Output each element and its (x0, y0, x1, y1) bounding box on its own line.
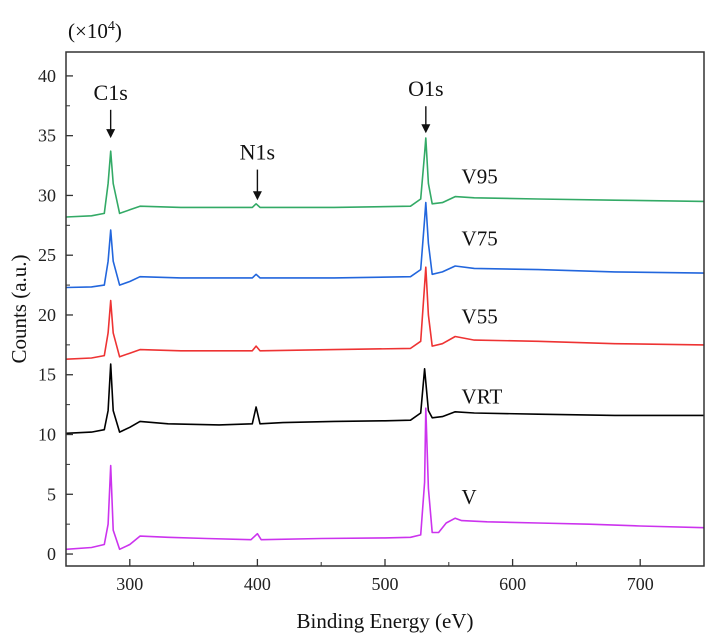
y-tick-label: 20 (38, 305, 56, 325)
annotation-layer: C1s N1s O1s (94, 76, 444, 201)
peak-label-o1s: O1s (408, 76, 443, 101)
x-tick-label: 400 (244, 574, 271, 594)
peak-label-n1s: N1s (240, 140, 275, 165)
series-label-v: V (462, 485, 477, 509)
peak-arrow-head (106, 129, 116, 139)
x-tick-label: 500 (372, 574, 399, 594)
series-line-vrt (65, 363, 704, 435)
y-tick-label: 40 (38, 66, 56, 86)
x-tick-label: 700 (627, 574, 654, 594)
x-axis-title: Binding Energy (eV) (297, 609, 474, 633)
y-tick-label: 5 (47, 484, 56, 504)
series-line-v55 (65, 266, 705, 360)
plot-frame (65, 51, 705, 567)
y-tick-label: 15 (38, 365, 56, 385)
series-label-v75: V75 (462, 227, 498, 251)
series-label-v95: V95 (462, 164, 498, 188)
x-tick-label: 300 (116, 574, 143, 594)
series-line-v (65, 407, 705, 551)
y-axis: 0 5 10 15 20 25 30 35 40 (38, 66, 73, 564)
x-tick-label: 600 (499, 574, 526, 594)
peak-label-c1s: C1s (94, 80, 128, 105)
peak-arrow-head (252, 191, 262, 201)
y-axis-title: Counts (a.u.) (7, 254, 31, 363)
series-label-vrt: VRT (462, 384, 503, 408)
series-line-v75 (65, 201, 705, 289)
y-axis-multiplier: (×104) (68, 19, 122, 43)
x-axis: 300 400 500 600 700 (65, 559, 705, 594)
y-tick-label: 10 (38, 425, 56, 445)
plot-layer: V VRT V55 V75 V95 (65, 137, 705, 551)
y-tick-label: 0 (47, 544, 56, 564)
y-tick-label: 35 (38, 126, 56, 146)
series-line-v95 (65, 137, 705, 218)
y-tick-label: 25 (38, 245, 56, 265)
series-label-v55: V55 (462, 304, 498, 328)
peak-arrow-head (421, 124, 431, 134)
y-tick-label: 30 (38, 185, 56, 205)
